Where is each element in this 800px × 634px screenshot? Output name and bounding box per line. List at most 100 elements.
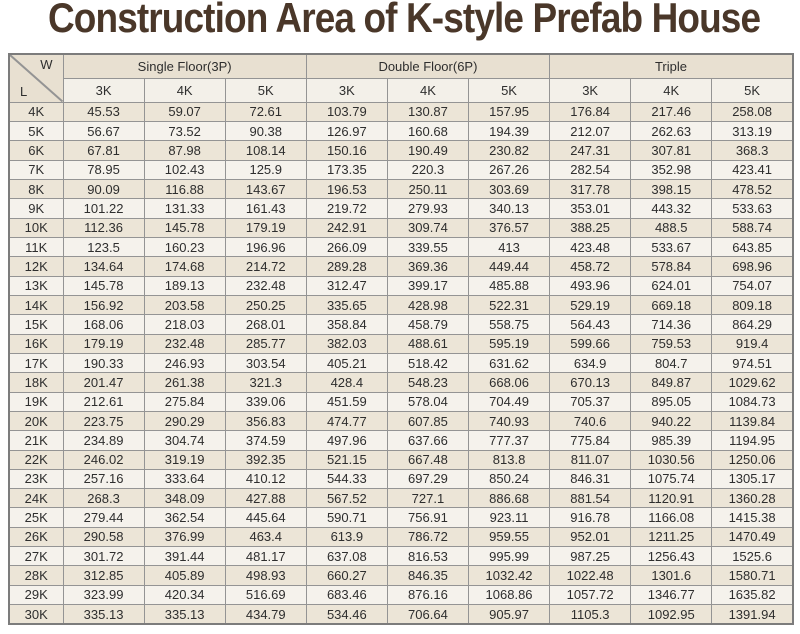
area-value-cell: 816.53 [386, 546, 469, 567]
area-value-cell: 474.77 [305, 410, 388, 432]
area-value-cell: 481.17 [224, 546, 307, 567]
area-value-cell: 727.1 [386, 488, 469, 509]
area-value-cell: 488.61 [386, 333, 469, 354]
area-value-cell: 881.54 [549, 488, 632, 509]
area-value-cell: 533.63 [711, 198, 794, 219]
area-value-cell: 1415.38 [711, 507, 794, 528]
table-row: 14K 156.92 203.58 250.25 335.65 428.98 522.31 5… [8, 294, 794, 316]
area-value-cell: 428.4 [305, 372, 388, 393]
area-value-cell: 103.79 [305, 101, 388, 122]
area-value-cell: 353.01 [549, 198, 632, 219]
area-value-cell: 145.78 [143, 217, 226, 238]
area-value-cell: 261.38 [143, 372, 226, 393]
area-value-cell: 399.17 [386, 275, 469, 296]
area-value-cell: 886.68 [467, 488, 551, 509]
area-value-cell: 232.48 [143, 333, 226, 354]
area-value-cell: 150.16 [305, 140, 388, 161]
area-value-cell: 423.41 [711, 159, 794, 180]
row-label: 17K [8, 352, 64, 374]
area-value-cell: 458.72 [549, 256, 632, 277]
area-value-cell: 705.37 [549, 391, 632, 412]
construction-area-table: W L Single Floor(3P) Double Floor(6P) Tr… [8, 53, 794, 625]
area-value-cell: 759.53 [630, 333, 713, 354]
area-value-cell: 303.69 [467, 178, 551, 200]
area-value-cell: 234.89 [62, 430, 145, 451]
area-value-cell: 704.49 [467, 391, 551, 412]
area-value-cell: 1211.25 [630, 526, 713, 548]
table-row: 16K 179.19 232.48 285.77 382.03 488.61 595.19 5… [8, 333, 794, 354]
area-value-cell: 668.06 [467, 372, 551, 393]
area-value-cell: 321.3 [224, 372, 307, 393]
area-value-cell: 1029.62 [711, 372, 794, 393]
area-value-cell: 285.77 [224, 333, 307, 354]
corner-cell: W L [8, 53, 64, 103]
area-value-cell: 126.97 [305, 120, 388, 142]
area-value-cell: 356.83 [224, 410, 307, 432]
area-value-cell: 279.93 [386, 198, 469, 219]
area-value-cell: 458.79 [386, 314, 469, 335]
area-value-cell: 1360.28 [711, 488, 794, 509]
row-label: 19K [8, 391, 64, 412]
area-value-cell: 1032.42 [467, 565, 551, 586]
row-label: 27K [8, 546, 64, 567]
area-value-cell: 485.88 [467, 275, 551, 296]
area-value-cell: 1166.08 [630, 507, 713, 528]
area-value-cell: 134.64 [62, 256, 145, 277]
area-value-cell: 72.61 [224, 101, 307, 122]
area-value-cell: 362.54 [143, 507, 226, 528]
area-value-cell: 143.67 [224, 178, 307, 200]
area-value-cell: 786.72 [386, 526, 469, 548]
area-value-cell: 775.84 [549, 430, 632, 451]
area-value-cell: 87.98 [143, 140, 226, 161]
row-label: 16K [8, 333, 64, 354]
area-value-cell: 660.27 [305, 565, 388, 586]
row-label: 18K [8, 372, 64, 393]
row-label: 7K [8, 159, 64, 180]
area-value-cell: 189.13 [143, 275, 226, 296]
row-label: 22K [8, 449, 64, 470]
area-value-cell: 56.67 [62, 120, 145, 142]
area-value-cell: 268.3 [62, 488, 145, 509]
row-label: 21K [8, 430, 64, 451]
area-value-cell: 250.25 [224, 294, 307, 316]
area-value-cell: 683.46 [305, 584, 388, 606]
area-value-cell: 1194.95 [711, 430, 794, 451]
area-value-cell: 145.78 [62, 275, 145, 296]
area-value-cell: 714.36 [630, 314, 713, 335]
area-value-cell: 266.09 [305, 236, 388, 258]
area-value-cell: 624.01 [630, 275, 713, 296]
row-label: 13K [8, 275, 64, 296]
area-value-cell: 423.48 [549, 236, 632, 258]
subheader-cell: 4K [143, 77, 226, 103]
area-value-cell: 369.36 [386, 256, 469, 277]
area-value-cell: 125.9 [224, 159, 307, 180]
area-value-cell: 428.98 [386, 294, 469, 316]
area-value-cell: 974.51 [711, 352, 794, 374]
area-value-cell: 323.99 [62, 584, 145, 606]
area-value-cell: 247.31 [549, 140, 632, 161]
table-row: 24K 268.3 348.09 427.88 567.52 727.1 886.68 881… [8, 488, 794, 509]
area-value-cell: 388.25 [549, 217, 632, 238]
area-value-cell: 849.87 [630, 372, 713, 393]
area-value-cell: 670.13 [549, 372, 632, 393]
area-value-cell: 952.01 [549, 526, 632, 548]
area-value-cell: 613.9 [305, 526, 388, 548]
area-value-cell: 434.79 [224, 604, 307, 625]
table-row: 6K 67.81 87.98 108.14 150.16 190.49 230.82 247.… [8, 140, 794, 161]
area-value-cell: 905.97 [467, 604, 551, 625]
area-value-cell: 940.22 [630, 410, 713, 432]
area-value-cell: 1075.74 [630, 468, 713, 490]
table-row: 10K 112.36 145.78 179.19 242.91 309.74 376.57 3… [8, 217, 794, 238]
area-value-cell: 631.62 [467, 352, 551, 374]
table-row: 25K 279.44 362.54 445.64 590.71 756.91 923.11 9… [8, 507, 794, 528]
area-value-cell: 174.68 [143, 256, 226, 277]
table-row: 22K 246.02 319.19 392.35 521.15 667.48 813.8 81… [8, 449, 794, 470]
area-value-cell: 405.89 [143, 565, 226, 586]
row-label: 9K [8, 198, 64, 219]
area-value-cell: 1346.77 [630, 584, 713, 606]
area-value-cell: 312.47 [305, 275, 388, 296]
table-row: 19K 212.61 275.84 339.06 451.59 578.04 704.49 7… [8, 391, 794, 412]
area-value-cell: 443.32 [630, 198, 713, 219]
area-value-cell: 203.58 [143, 294, 226, 316]
area-value-cell: 257.16 [62, 468, 145, 490]
